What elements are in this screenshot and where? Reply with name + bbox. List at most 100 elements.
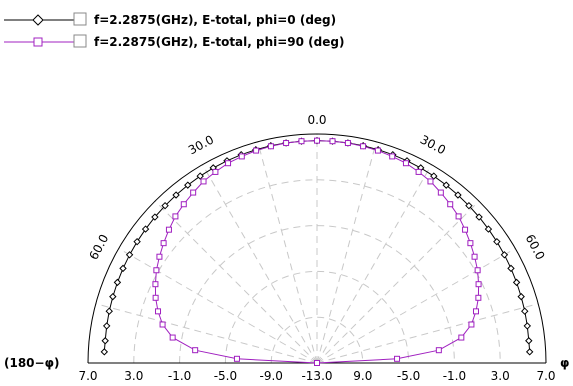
data-point-diamond (100, 348, 109, 356)
data-point-diamond (151, 213, 159, 221)
data-point-square (159, 321, 166, 328)
data-point-diamond (141, 225, 150, 233)
legend-entry-phi90[interactable]: f=2.2875(GHz), E-total, phi=90 (deg) (4, 34, 344, 49)
legend-checkbox[interactable] (73, 34, 87, 48)
data-point-diamond (525, 337, 533, 345)
data-point-square (153, 267, 160, 274)
radial-tick-label: -9.0 (259, 369, 282, 383)
data-point-square (298, 138, 305, 145)
grid-spoke (316, 248, 516, 364)
side-label-right: φ (560, 356, 569, 370)
grid-spoke (316, 303, 539, 364)
data-point-square (472, 308, 479, 315)
data-point-square (155, 308, 162, 315)
grid-spoke (118, 248, 318, 364)
data-point-square (360, 143, 367, 150)
grid-ring (179, 225, 455, 364)
data-point-diamond (523, 322, 532, 330)
radial-tick-label: 9.0 (353, 369, 372, 383)
grid-ring (133, 179, 501, 364)
data-point-square (225, 160, 232, 167)
data-point-diamond (196, 172, 204, 180)
data-point-square (329, 138, 336, 145)
data-point-diamond (442, 181, 450, 189)
grid-spoke (154, 200, 318, 364)
grid-spoke (316, 164, 432, 364)
data-point-diamond (500, 251, 509, 259)
data-point-square (458, 334, 465, 341)
grid-spoke (202, 164, 318, 364)
data-point-square (467, 240, 474, 247)
legend-entry-phi0[interactable]: f=2.2875(GHz), E-total, phi=0 (deg) (4, 12, 336, 27)
data-point-square (468, 321, 475, 328)
data-point-square (192, 347, 199, 354)
grid-spoke (257, 141, 318, 364)
data-point-square (233, 355, 240, 362)
data-point-square (152, 281, 159, 288)
grid-spoke (316, 141, 377, 364)
radial-tick-label: -1.0 (443, 369, 466, 383)
data-point-square (455, 213, 462, 220)
angle-label-left: 60.0 (86, 232, 111, 262)
data-point-diamond (172, 191, 180, 199)
data-point-diamond (517, 292, 525, 301)
data-point-diamond (184, 181, 192, 189)
series-layer (100, 136, 534, 366)
data-point-square (394, 355, 401, 362)
data-point-square (212, 168, 219, 175)
data-point-diamond (521, 307, 529, 315)
radial-tick-label: 3.0 (124, 369, 143, 383)
data-point-square (283, 140, 290, 147)
radial-tick-label: -13.0 (301, 369, 332, 383)
polar-grid (87, 133, 547, 364)
angle-label-upper-right: 30.0 (418, 132, 448, 157)
data-point-diamond (161, 201, 169, 210)
data-point-square (180, 201, 187, 208)
data-point-square (200, 178, 207, 185)
angle-label-upper-left: 30.0 (186, 132, 216, 157)
grid-spoke (95, 303, 318, 364)
data-point-diamond (101, 337, 109, 345)
data-point-diamond (105, 307, 113, 315)
data-point-square (165, 226, 172, 233)
data-point-square (253, 147, 260, 154)
data-point-diamond (125, 251, 134, 259)
data-point-square (474, 267, 481, 274)
data-point-square (447, 201, 454, 208)
radial-tick-label: 7.0 (536, 369, 555, 383)
radial-tick-label: -5.0 (397, 369, 420, 383)
data-point-square (437, 189, 444, 196)
legend-label-phi90: f=2.2875(GHz), E-total, phi=90 (deg) (94, 35, 344, 49)
legend-square-marker (33, 37, 43, 47)
data-point-square (475, 294, 482, 301)
legend-checkbox[interactable] (73, 12, 87, 26)
data-point-square (190, 189, 197, 196)
legend-label-phi0: f=2.2875(GHz), E-total, phi=0 (deg) (94, 13, 336, 27)
radial-tick-label: 7.0 (78, 369, 97, 383)
data-point-square (152, 294, 159, 301)
data-point-square (172, 213, 179, 220)
grid-spoke (316, 200, 480, 364)
data-point-square (169, 334, 176, 341)
data-point-square (427, 178, 434, 185)
legend-diamond-marker (32, 14, 44, 26)
data-point-diamond (465, 201, 473, 210)
grid-ring (270, 316, 364, 364)
side-label-left: (180−φ) (4, 356, 59, 370)
data-point-diamond (454, 191, 462, 199)
data-point-square (267, 143, 274, 150)
data-point-square (374, 147, 381, 154)
data-point-square (156, 253, 163, 260)
data-point-square (435, 347, 442, 354)
data-point-square (462, 226, 469, 233)
grid-ring (224, 270, 410, 364)
data-point-diamond (133, 237, 141, 246)
data-point-square (402, 160, 409, 167)
data-point-square (475, 281, 482, 288)
radial-tick-label: 3.0 (491, 369, 510, 383)
legend: f=2.2875(GHz), E-total, phi=0 (deg) f=2.… (4, 12, 344, 49)
data-point-square (160, 240, 167, 247)
data-point-diamond (113, 278, 122, 287)
data-point-square (344, 140, 351, 147)
